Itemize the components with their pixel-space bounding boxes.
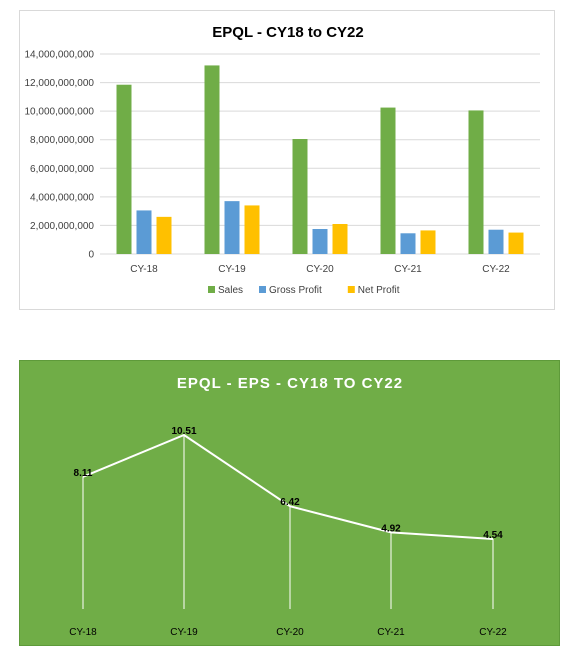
data-label: 10.51 bbox=[171, 426, 196, 437]
x-tick-label: CY-21 bbox=[394, 264, 422, 275]
data-label: 6.42 bbox=[280, 497, 300, 508]
y-tick-label: 8,000,000,000 bbox=[30, 135, 94, 146]
bar-gross-profit bbox=[488, 229, 504, 254]
bar-sales bbox=[380, 107, 396, 254]
bar-net-profit bbox=[332, 224, 348, 254]
bar-sales bbox=[292, 139, 308, 254]
legend-swatch bbox=[259, 286, 266, 293]
legend-label: Sales bbox=[218, 285, 243, 296]
bar-gross-profit bbox=[312, 229, 328, 254]
x-tick-label: CY-18 bbox=[130, 264, 158, 275]
bar-gross-profit bbox=[400, 233, 416, 254]
data-label: 4.92 bbox=[381, 523, 401, 534]
bar-sales bbox=[468, 110, 484, 254]
x-tick-label: CY-22 bbox=[479, 627, 507, 638]
y-tick-label: 10,000,000,000 bbox=[24, 107, 94, 118]
x-tick-label: CY-21 bbox=[377, 627, 405, 638]
chart-title: EPQL - CY18 to CY22 bbox=[212, 24, 363, 41]
sales-profit-chart: EPQL - CY18 to CY22 0 2,000,000,000 4,000,0… bbox=[19, 10, 555, 310]
legend-swatch bbox=[347, 286, 355, 293]
x-tick-label: CY-22 bbox=[482, 264, 510, 275]
bar-gross-profit bbox=[136, 210, 152, 254]
x-tick-label: CY-20 bbox=[276, 627, 304, 638]
y-tick-label: 12,000,000,000 bbox=[24, 78, 94, 89]
y-tick-label: 14,000,000,000 bbox=[24, 50, 94, 61]
x-tick-label: CY-18 bbox=[69, 627, 97, 638]
legend-label: Gross Profit bbox=[269, 285, 322, 296]
bar-chart-svg: EPQL - CY18 to CY22 0 2,000,000,000 4,000,0… bbox=[24, 24, 540, 296]
legend-swatch bbox=[208, 286, 215, 293]
data-label: 4.54 bbox=[483, 530, 503, 541]
x-tick-label: CY-19 bbox=[170, 627, 198, 638]
bar-net-profit bbox=[508, 232, 524, 254]
line-chart-svg: EPQL - EPS - CY18 TO CY22 8.11 CY-18 10.51 C… bbox=[69, 375, 507, 638]
y-tick-label: 4,000,000,000 bbox=[30, 192, 94, 203]
bar-sales bbox=[204, 65, 220, 254]
bar-net-profit bbox=[244, 205, 260, 254]
y-tick-label: 2,000,000,000 bbox=[30, 221, 94, 232]
eps-chart: EPQL - EPS - CY18 TO CY22 8.11 CY-18 10.51 C… bbox=[19, 360, 560, 646]
x-tick-label: CY-19 bbox=[218, 264, 246, 275]
eps-line bbox=[82, 433, 494, 540]
bar-net-profit bbox=[156, 216, 172, 254]
y-tick-label: 6,000,000,000 bbox=[30, 164, 94, 175]
bar-gross-profit bbox=[224, 201, 240, 254]
data-label: 8.11 bbox=[74, 468, 93, 479]
chart-title: EPQL - EPS - CY18 TO CY22 bbox=[177, 375, 403, 392]
x-tick-label: CY-20 bbox=[306, 264, 334, 275]
bar-net-profit bbox=[420, 230, 436, 254]
y-tick-label: 0 bbox=[88, 250, 94, 261]
legend-label: Net Profit bbox=[358, 285, 400, 296]
bar-sales bbox=[116, 84, 132, 254]
